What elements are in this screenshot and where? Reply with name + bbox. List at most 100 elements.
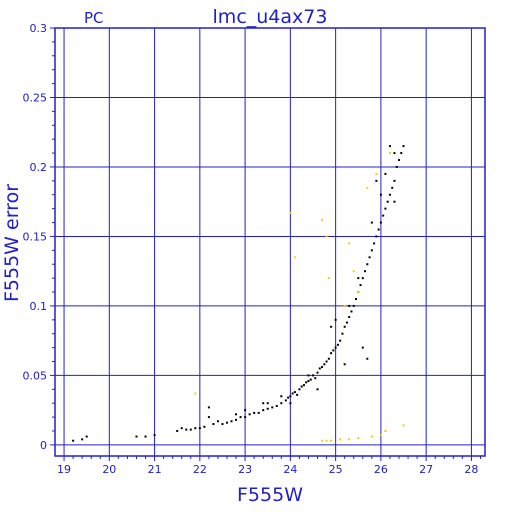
data-point bbox=[300, 385, 303, 388]
axis-ticks: 19 20 21 22 23 24 25 26 27 28 0 0.05 0.1 0.15 0.2 0.25 0… bbox=[23, 22, 481, 476]
data-point bbox=[375, 172, 378, 175]
x-tick-label: 21 bbox=[148, 463, 162, 476]
data-point bbox=[352, 304, 355, 307]
data-point bbox=[366, 186, 369, 189]
chart-title: lmc_u4ax73 bbox=[213, 6, 328, 28]
data-point bbox=[289, 211, 292, 214]
data-point bbox=[375, 235, 378, 238]
data-point bbox=[334, 318, 337, 321]
data-point bbox=[289, 402, 292, 405]
data-point bbox=[386, 200, 389, 203]
data-point bbox=[298, 388, 301, 391]
data-point bbox=[248, 413, 251, 416]
data-point bbox=[393, 200, 396, 203]
data-point bbox=[357, 436, 360, 439]
data-point bbox=[382, 214, 385, 217]
x-tick-label: 26 bbox=[374, 463, 388, 476]
data-point bbox=[321, 366, 324, 369]
data-point bbox=[253, 411, 256, 414]
data-point bbox=[352, 270, 355, 273]
series-0 bbox=[72, 145, 405, 442]
data-point bbox=[384, 429, 387, 432]
data-point bbox=[368, 256, 371, 259]
data-point bbox=[307, 379, 310, 382]
data-point bbox=[314, 377, 317, 380]
data-point bbox=[402, 145, 405, 148]
data-point bbox=[400, 152, 403, 155]
data-point bbox=[293, 391, 296, 394]
y-tick-label: 0.1 bbox=[30, 300, 48, 313]
data-point bbox=[348, 242, 351, 245]
data-point bbox=[361, 277, 364, 280]
data-point bbox=[266, 402, 269, 405]
data-point bbox=[309, 378, 312, 381]
y-tick-label: 0.25 bbox=[23, 91, 48, 104]
x-axis-label: F555W bbox=[237, 484, 303, 506]
data-point bbox=[366, 263, 369, 266]
data-point bbox=[355, 297, 357, 300]
data-point bbox=[280, 402, 283, 405]
data-point bbox=[336, 343, 339, 346]
data-point bbox=[370, 221, 373, 224]
data-point bbox=[266, 407, 269, 410]
y-tick-label: 0 bbox=[40, 439, 47, 452]
data-point bbox=[289, 395, 292, 398]
data-point bbox=[144, 435, 147, 438]
data-point bbox=[393, 152, 396, 155]
data-point bbox=[153, 434, 156, 437]
data-point bbox=[379, 221, 382, 224]
data-point bbox=[391, 186, 394, 189]
data-point bbox=[321, 218, 324, 221]
data-point bbox=[364, 270, 367, 273]
series-1 bbox=[194, 152, 405, 442]
data-point bbox=[81, 438, 84, 441]
data-point bbox=[370, 249, 373, 252]
data-point bbox=[379, 434, 382, 437]
data-point bbox=[203, 425, 206, 428]
data-point bbox=[293, 256, 296, 259]
data-point bbox=[343, 363, 346, 366]
data-point bbox=[348, 316, 351, 319]
x-tick-label: 23 bbox=[238, 463, 252, 476]
data-point bbox=[85, 435, 88, 438]
x-tick-label: 28 bbox=[464, 463, 478, 476]
data-point bbox=[334, 346, 337, 349]
data-point bbox=[194, 427, 197, 430]
data-point bbox=[244, 416, 247, 419]
data-point bbox=[185, 428, 188, 431]
data-point bbox=[388, 193, 391, 196]
x-tick-label: 20 bbox=[102, 463, 116, 476]
data-point bbox=[244, 409, 247, 412]
data-point bbox=[343, 304, 346, 307]
y-tick-label: 0.15 bbox=[23, 230, 48, 243]
data-point bbox=[302, 384, 305, 387]
data-point bbox=[221, 423, 224, 426]
data-point bbox=[216, 420, 219, 423]
data-point bbox=[230, 420, 233, 423]
data-point bbox=[318, 367, 321, 370]
data-point bbox=[348, 438, 351, 441]
data-point bbox=[284, 399, 287, 402]
data-point bbox=[341, 332, 344, 335]
data-point bbox=[402, 424, 405, 427]
data-point bbox=[72, 439, 75, 442]
data-point bbox=[207, 406, 210, 409]
data-point bbox=[305, 381, 308, 384]
data-point bbox=[384, 207, 387, 210]
data-point bbox=[325, 235, 328, 238]
data-point bbox=[287, 396, 290, 399]
data-point bbox=[316, 371, 319, 374]
data-point bbox=[370, 435, 373, 438]
data-point bbox=[271, 406, 274, 409]
data-point bbox=[194, 392, 197, 395]
data-point bbox=[357, 277, 360, 280]
data-point bbox=[330, 325, 333, 328]
data-point bbox=[339, 339, 342, 342]
data-point bbox=[327, 357, 330, 360]
data-point bbox=[377, 228, 380, 231]
data-point bbox=[198, 427, 201, 430]
y-tick-label: 0.3 bbox=[30, 22, 48, 35]
data-points bbox=[72, 145, 405, 442]
plot-frame bbox=[54, 27, 486, 457]
